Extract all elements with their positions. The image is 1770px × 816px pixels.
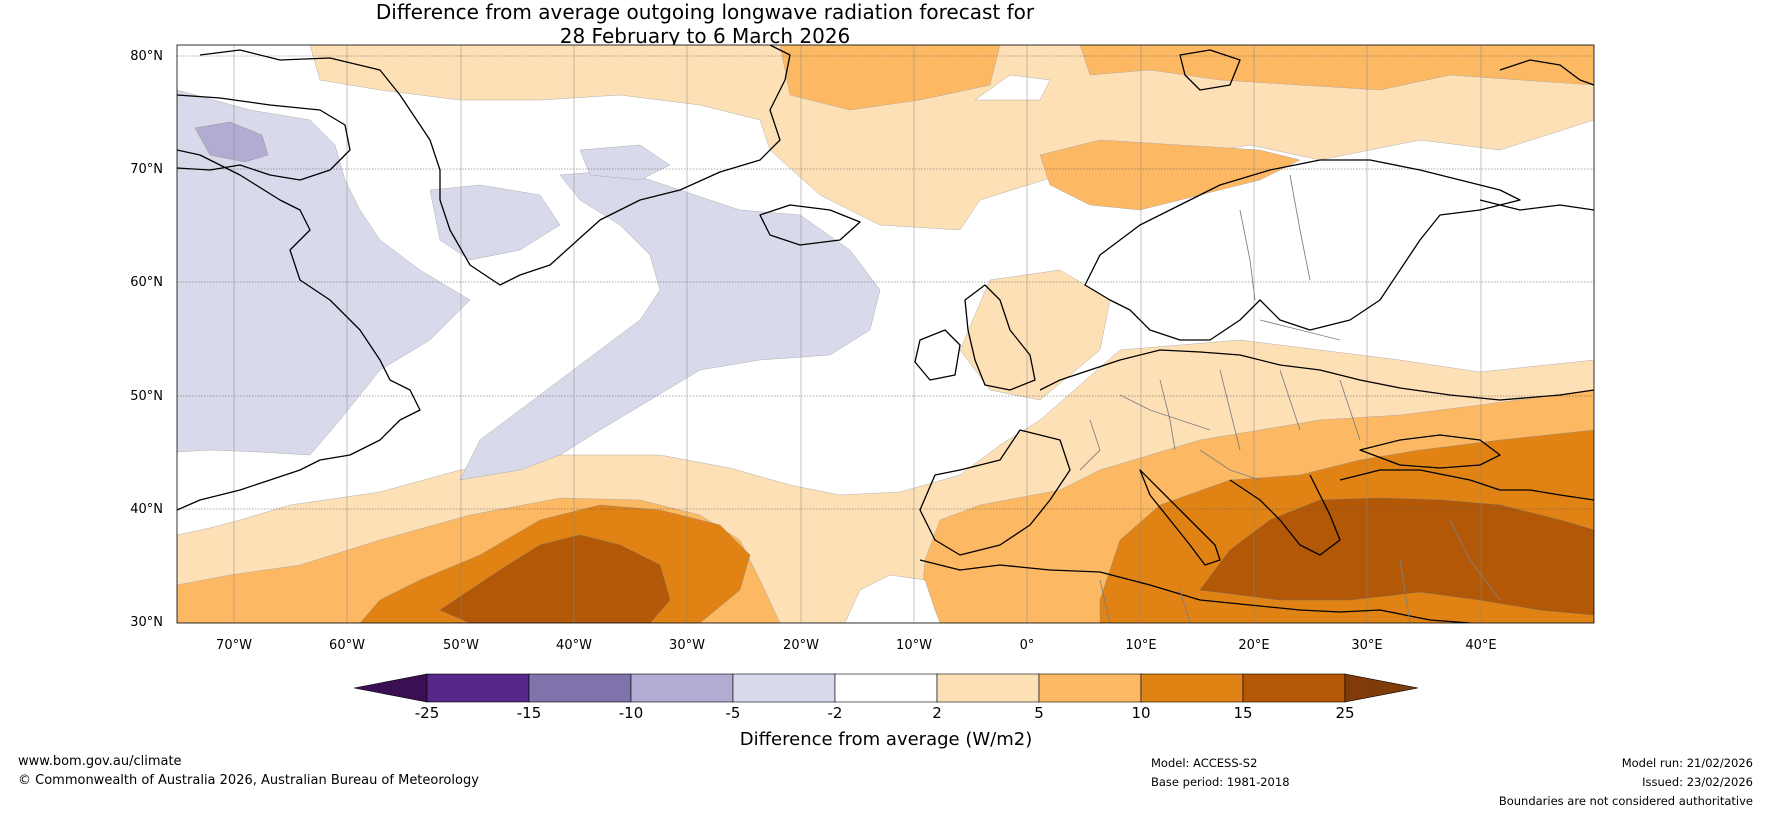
footer-left: www.bom.gov.au/climate © Commonwealth of… bbox=[18, 752, 479, 790]
anomaly-neg2-neg5-north bbox=[429, 184, 561, 261]
lat-label: 30°N bbox=[130, 615, 163, 630]
lon-label: 10°W bbox=[896, 638, 932, 653]
coast-ireland bbox=[914, 329, 961, 381]
model-name: Model: ACCESS-S2 bbox=[1151, 756, 1258, 770]
coast-iberia bbox=[919, 429, 1071, 556]
coast-iceland bbox=[759, 204, 861, 246]
anomaly-neutral-south-patch bbox=[844, 574, 941, 623]
footer-model-info: Model: ACCESS-S2 Base period: 1981-2018 bbox=[1151, 754, 1290, 792]
title-line-1: Difference from average outgoing longwav… bbox=[375, 0, 1035, 24]
anomaly-15-25-atlantic bbox=[439, 534, 671, 623]
colorbar-tick: -25 bbox=[415, 704, 440, 722]
lat-label: 50°N bbox=[130, 389, 163, 404]
colorbar-tick: 15 bbox=[1233, 704, 1252, 722]
anomaly-15-25-eastern-med bbox=[1199, 497, 1594, 616]
colorbar-segment bbox=[834, 673, 938, 703]
coast-balkans-greece bbox=[1229, 474, 1341, 556]
coast-north-africa bbox=[919, 559, 1471, 623]
lon-label: 0° bbox=[1020, 638, 1035, 653]
colorbar-tick: 25 bbox=[1335, 704, 1354, 722]
coastlines bbox=[177, 45, 1594, 623]
graticule bbox=[177, 55, 1594, 510]
coast-black-sea-north bbox=[1359, 434, 1501, 469]
colorbar-extend-high bbox=[1344, 673, 1419, 703]
colorbar-segment bbox=[732, 673, 836, 703]
lon-label: 20°E bbox=[1238, 638, 1269, 653]
anomaly-5-10-greenland-sea bbox=[779, 45, 1001, 111]
boundaries-disclaimer: Boundaries are not considered authoritat… bbox=[1498, 794, 1753, 808]
colorbar-segment bbox=[1038, 673, 1142, 703]
lon-label: 50°W bbox=[443, 638, 479, 653]
colorbar-tick: -10 bbox=[619, 704, 644, 722]
lon-label: 30°E bbox=[1351, 638, 1382, 653]
map-plot-area bbox=[177, 45, 1594, 623]
colorbar-segment bbox=[936, 673, 1040, 703]
lon-label: 30°W bbox=[669, 638, 705, 653]
anomaly-neg2-neg5-greenland-east bbox=[579, 144, 671, 181]
coast-norway-scandinavia bbox=[1084, 159, 1521, 341]
colorbar: -25 -15 -10 -5 -2 2 5 10 15 25 Differenc… bbox=[353, 673, 1419, 750]
coast-turkey-black-sea bbox=[1339, 469, 1594, 501]
lon-label: 40°E bbox=[1465, 638, 1496, 653]
colorbar-segment bbox=[630, 673, 734, 703]
base-period: Base period: 1981-2018 bbox=[1151, 775, 1290, 789]
colorbar-tick: 10 bbox=[1131, 704, 1150, 722]
coast-greenland bbox=[199, 45, 791, 286]
coast-great-britain bbox=[964, 284, 1036, 391]
copyright-notice: © Commonwealth of Australia 2026, Austra… bbox=[18, 773, 479, 788]
model-run-date: Model run: 21/02/2026 bbox=[1621, 756, 1753, 770]
colorbar-label: Difference from average (W/m2) bbox=[740, 729, 1032, 750]
anomaly-neg5-neg10-baffin bbox=[194, 121, 269, 163]
coast-baffin-island bbox=[177, 94, 351, 181]
colorbar-ticks: -25 -15 -10 -5 -2 2 5 10 15 25 bbox=[415, 704, 1355, 722]
anomaly-neg2-neg5-mid-atlantic bbox=[459, 169, 881, 481]
lat-label: 70°N bbox=[130, 162, 163, 177]
colorbar-segments bbox=[353, 673, 1419, 703]
colorbar-segment bbox=[1140, 673, 1244, 703]
lon-label: 70°W bbox=[216, 638, 252, 653]
title-line-2: 28 February to 6 March 2026 bbox=[559, 24, 851, 48]
anomaly-2-5-north-atlantic bbox=[309, 45, 1594, 231]
lat-label: 60°N bbox=[130, 275, 163, 290]
coast-svalbard bbox=[1179, 49, 1241, 91]
footer-run-info: Model run: 21/02/2026 Issued: 23/02/2026… bbox=[1499, 754, 1753, 811]
colorbar-tick: -2 bbox=[828, 704, 843, 722]
coast-north-america bbox=[177, 149, 421, 511]
colorbar-segment bbox=[528, 673, 632, 703]
coast-russia-arctic bbox=[1479, 199, 1594, 211]
country-borders bbox=[1079, 174, 1501, 623]
anomaly-neutral-north-patch bbox=[974, 74, 1051, 101]
lon-label: 20°W bbox=[783, 638, 819, 653]
colorbar-extend-low bbox=[353, 673, 428, 703]
lon-label: 60°W bbox=[329, 638, 365, 653]
lon-label: 40°W bbox=[556, 638, 592, 653]
coast-novaya-zemlya bbox=[1499, 59, 1594, 86]
coast-continental-europe bbox=[1039, 349, 1594, 401]
colorbar-tick: 2 bbox=[932, 704, 942, 722]
colorbar-segment bbox=[426, 673, 530, 703]
chart-title: Difference from average outgoing longwav… bbox=[0, 0, 1410, 48]
colorbar-tick: -15 bbox=[517, 704, 542, 722]
issued-date: Issued: 23/02/2026 bbox=[1642, 775, 1753, 789]
anomaly-5-10-scandinavia-arctic bbox=[1039, 139, 1301, 211]
lat-labels: 80°N 70°N 60°N 50°N 40°N 30°N bbox=[130, 49, 163, 630]
website-link[interactable]: www.bom.gov.au/climate bbox=[18, 754, 182, 769]
anomaly-2-5-britain-west bbox=[959, 269, 1111, 401]
coast-italy bbox=[1139, 469, 1221, 566]
lon-label: 10°E bbox=[1125, 638, 1156, 653]
lat-label: 40°N bbox=[130, 502, 163, 517]
colorbar-segment bbox=[1242, 673, 1346, 703]
colorbar-tick: 5 bbox=[1034, 704, 1044, 722]
map-frame bbox=[176, 44, 1595, 624]
lon-labels: 70°W 60°W 50°W 40°W 30°W 20°W 10°W 0° 10… bbox=[216, 638, 1497, 653]
lat-label: 80°N bbox=[130, 49, 163, 64]
colorbar-tick: -5 bbox=[726, 704, 741, 722]
